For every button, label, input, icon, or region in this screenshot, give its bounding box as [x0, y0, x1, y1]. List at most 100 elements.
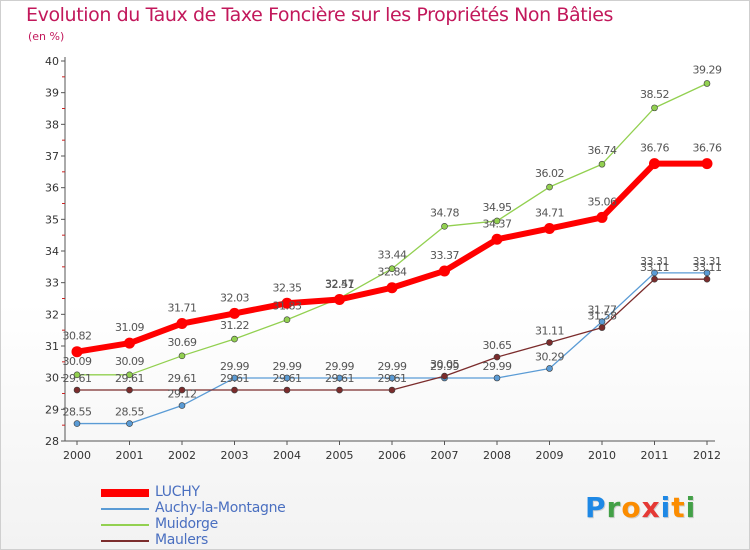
data-label-maulers: 33.11: [693, 261, 722, 274]
data-label-muidorge: 30.09: [63, 355, 92, 368]
data-point-muidorge: [493, 217, 501, 225]
logo-letter: r: [606, 491, 622, 524]
data-point-luchy: [334, 293, 345, 305]
data-label-muidorge: 34.95: [483, 201, 512, 214]
data-label-luchy: 35.06: [588, 195, 617, 208]
data-label-maulers: 29.61: [168, 372, 197, 385]
x-tick-label: 2012: [693, 449, 721, 462]
data-point-auchy-la-montagne: [231, 374, 238, 382]
data-label-maulers: 30.65: [483, 339, 512, 352]
chart-series: [71, 80, 713, 427]
y-tick-label: 31: [45, 340, 59, 353]
y-tick-label: 35: [45, 213, 59, 226]
data-label-auchy-la-montagne: 31.77: [588, 304, 617, 317]
legend-swatch: [101, 540, 149, 542]
x-tick-label: 2009: [536, 449, 564, 462]
logo-letter: i: [660, 491, 672, 524]
chart-unit-label: (en %): [28, 30, 65, 43]
data-label-luchy: 31.71: [168, 302, 197, 315]
data-label-maulers: 31.11: [535, 325, 564, 338]
data-label-muidorge: 34.78: [430, 206, 459, 219]
data-label-maulers: 29.61: [378, 372, 407, 385]
data-point-auchy-la-montagne: [388, 374, 396, 382]
legend-label: Maulers: [155, 532, 208, 548]
data-label-muidorge: 30.09: [115, 355, 144, 368]
data-label-luchy: 32.35: [273, 281, 302, 294]
data-label-luchy: 36.76: [693, 142, 722, 155]
logo-letter: i: [685, 491, 697, 524]
legend-swatch: [101, 489, 149, 497]
data-label-luchy: 30.82: [63, 330, 92, 343]
data-point-auchy-la-montagne: [493, 374, 501, 382]
data-label-maulers: 29.61: [115, 372, 144, 385]
data-point-luchy: [124, 337, 135, 349]
data-point-muidorge: [283, 316, 291, 324]
data-label-muidorge: 32.51: [325, 278, 354, 291]
data-label-auchy-la-montagne: 29.99: [483, 360, 512, 373]
data-label-auchy-la-montagne: 33.31: [693, 255, 722, 268]
data-point-muidorge: [546, 183, 553, 191]
data-label-auchy-la-montagne: 29.99: [325, 360, 354, 373]
x-tick-label: 2003: [221, 449, 249, 462]
data-point-luchy: [229, 307, 240, 319]
chart-title: Evolution du Taux de Taxe Foncière sur l…: [26, 4, 614, 26]
data-label-maulers: 29.61: [220, 372, 249, 385]
data-point-luchy: [649, 158, 660, 170]
data-label-muidorge: 31.22: [220, 319, 249, 332]
data-point-muidorge: [178, 352, 186, 360]
data-label-luchy: 32.84: [378, 266, 407, 279]
y-tick-label: 29: [45, 403, 59, 416]
data-point-luchy: [281, 297, 293, 309]
logo-letter: t: [671, 491, 686, 524]
data-point-maulers: [546, 339, 553, 346]
data-label-maulers: 33.11: [640, 261, 669, 274]
data-label-luchy: 31.09: [115, 321, 144, 334]
legend-label: Muidorge: [155, 516, 218, 532]
y-tick-label: 30: [45, 372, 59, 385]
data-point-muidorge: [388, 265, 396, 273]
x-tick-label: 2010: [588, 449, 616, 462]
legend-label: Auchy-la-Montagne: [155, 500, 286, 516]
x-tick-label: 2000: [63, 449, 91, 462]
data-point-maulers: [178, 386, 186, 394]
data-point-muidorge: [598, 160, 606, 168]
data-point-auchy-la-montagne: [73, 420, 81, 427]
data-label-maulers: 31.58: [588, 310, 617, 323]
data-point-maulers: [126, 386, 133, 394]
data-point-maulers: [598, 324, 606, 331]
y-tick-label: 39: [45, 87, 59, 100]
y-tick-label: 33: [45, 277, 59, 290]
x-tick-label: 2004: [273, 449, 301, 462]
y-tick-label: 40: [45, 55, 59, 68]
y-tick-label: 28: [45, 435, 59, 448]
data-point-auchy-la-montagne: [336, 374, 343, 382]
x-tick-label: 2008: [483, 449, 511, 462]
data-label-auchy-la-montagne: 29.99: [378, 360, 407, 373]
y-tick-label: 38: [45, 118, 59, 131]
data-point-auchy-la-montagne: [651, 269, 658, 277]
data-point-maulers: [336, 386, 343, 394]
data-point-maulers: [388, 386, 396, 394]
data-label-muidorge: 36.74: [588, 144, 617, 157]
data-point-luchy: [491, 233, 503, 245]
y-tick-label: 34: [45, 245, 59, 258]
x-tick-label: 2005: [326, 449, 354, 462]
legend-label: LUCHY: [155, 484, 200, 500]
legend-swatch: [101, 508, 149, 510]
data-point-auchy-la-montagne: [283, 374, 291, 382]
data-label-auchy-la-montagne: 28.55: [115, 406, 144, 419]
data-point-luchy: [544, 223, 555, 235]
data-point-auchy-la-montagne: [703, 269, 711, 277]
data-point-luchy: [71, 346, 83, 358]
logo-letter: o: [621, 491, 642, 524]
data-point-luchy: [701, 158, 713, 170]
data-point-muidorge: [651, 104, 658, 112]
data-point-luchy: [176, 318, 188, 330]
data-point-maulers: [73, 386, 81, 394]
y-tick-label: 36: [45, 182, 59, 195]
data-label-maulers: 30.05: [430, 358, 459, 371]
data-point-auchy-la-montagne: [178, 402, 186, 409]
data-label-muidorge: 36.02: [535, 167, 564, 180]
